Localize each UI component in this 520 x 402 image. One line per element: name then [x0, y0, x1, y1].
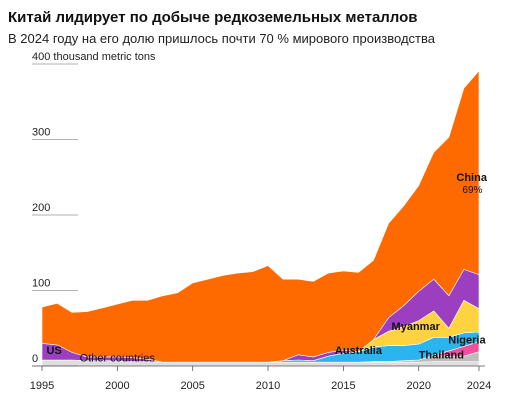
series-label: Myanmar	[392, 321, 441, 333]
series-label: Other countries	[80, 352, 156, 364]
x-tick-label: 1995	[30, 380, 54, 392]
annotation: 69%	[462, 185, 482, 196]
plot: 0 100 200 300 400 thousand metric tons 1995 20…	[30, 51, 491, 392]
series-label: US	[47, 345, 62, 357]
x-tick-label: 2005	[180, 380, 204, 392]
y-tick-label: 300	[32, 127, 50, 139]
y-tick-label: 400 thousand metric tons	[32, 51, 156, 63]
series-label: Nigeria	[448, 334, 486, 346]
series-label: Thailand	[419, 349, 464, 361]
area	[41, 69, 480, 363]
x-tick-label: 2000	[105, 380, 129, 392]
x-tick-label: 2024	[467, 380, 491, 392]
y-tick-label: 0	[32, 353, 38, 365]
x-tick-label: 2010	[256, 380, 280, 392]
x-tick-label: 2015	[331, 380, 355, 392]
chart-subtitle: В 2024 году на его долю пришлось почти 7…	[8, 31, 436, 46]
series-label: Australia	[335, 345, 383, 357]
y-tick-label: 200	[32, 202, 50, 214]
chart-title: Китай лидирует по добыче редкоземельных …	[8, 9, 418, 26]
series-label: China	[456, 172, 487, 184]
y-tick-label: 100	[32, 278, 50, 290]
x-tick-label: 2020	[406, 380, 430, 392]
